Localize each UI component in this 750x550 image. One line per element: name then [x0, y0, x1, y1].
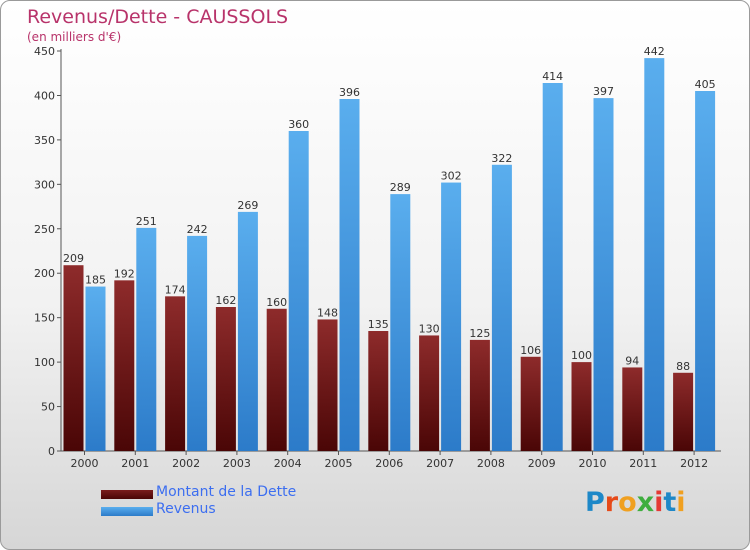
x-tick-label-2001: 2001 [121, 457, 149, 470]
brand-letter: t [663, 487, 677, 518]
bar-revenus-2003 [237, 211, 258, 451]
value-label-debt-2002: 174 [165, 283, 186, 296]
y-tick-label: 250 [34, 223, 55, 236]
bar-revenus-2009 [542, 83, 563, 451]
value-label-revenus-2009: 414 [542, 70, 563, 83]
legend-swatch-revenus [101, 507, 153, 516]
bar-revenus-2012 [695, 91, 716, 451]
x-tick-label-2012: 2012 [680, 457, 708, 470]
x-tick-label-2000: 2000 [71, 457, 99, 470]
bar-debt-2008 [469, 339, 490, 451]
x-tick-label-2007: 2007 [426, 457, 454, 470]
value-label-revenus-2012: 405 [695, 78, 716, 91]
x-tick-label-2006: 2006 [375, 457, 403, 470]
bar-debt-2002 [165, 296, 186, 451]
y-tick-label: 150 [34, 312, 55, 325]
brand-letter: x [636, 487, 655, 518]
value-label-debt-2012: 88 [676, 360, 690, 373]
value-label-revenus-2003: 269 [237, 199, 258, 212]
bar-revenus-2010 [593, 98, 614, 451]
bar-debt-2006 [368, 331, 389, 451]
bar-revenus-2001 [136, 227, 157, 451]
legend-label-debt: Montant de la Dette [156, 484, 297, 500]
y-tick-label: 0 [48, 445, 55, 458]
bar-revenus-2004 [288, 131, 309, 451]
bar-debt-2000 [63, 265, 84, 451]
bar-debt-2010 [571, 362, 592, 451]
value-label-revenus-2001: 251 [136, 215, 157, 228]
value-label-revenus-2005: 396 [339, 86, 360, 99]
y-tick-label: 400 [34, 89, 55, 102]
x-tick-label-2003: 2003 [223, 457, 251, 470]
bar-debt-2011 [622, 367, 643, 451]
x-tick-label-2008: 2008 [477, 457, 505, 470]
value-label-debt-2007: 130 [419, 322, 440, 335]
x-tick-label-2009: 2009 [528, 457, 556, 470]
chart-subtitle: (en milliers d'€) [27, 30, 122, 44]
bar-debt-2007 [419, 335, 440, 451]
value-label-debt-2000: 209 [63, 252, 84, 265]
brand-letter: i [676, 487, 686, 518]
value-label-debt-2003: 162 [215, 294, 236, 307]
bar-revenus-2006 [390, 194, 411, 451]
bar-revenus-2008 [491, 164, 512, 451]
value-label-debt-2008: 125 [469, 327, 490, 340]
legend-label-revenus: Revenus [156, 501, 216, 517]
value-label-revenus-2011: 442 [644, 45, 665, 58]
y-tick-label: 450 [34, 45, 55, 58]
y-tick-label: 100 [34, 356, 55, 369]
value-label-revenus-2002: 242 [187, 223, 208, 236]
brand-letter: i [654, 487, 664, 518]
legend-swatch-debt [101, 490, 153, 499]
brand-letter: P [585, 487, 605, 518]
bar-revenus-2011 [644, 58, 665, 451]
value-label-revenus-2000: 185 [85, 274, 106, 287]
brand-logo: Proxiti [585, 487, 695, 527]
bar-debt-2004 [266, 308, 287, 451]
y-tick-label: 200 [34, 267, 55, 280]
x-tick-label-2002: 2002 [172, 457, 200, 470]
bar-revenus-2000 [85, 286, 106, 451]
x-tick-label-2011: 2011 [629, 457, 657, 470]
y-tick-label: 350 [34, 134, 55, 147]
x-tick-label-2005: 2005 [325, 457, 353, 470]
value-label-revenus-2010: 397 [593, 85, 614, 98]
bar-debt-2009 [520, 356, 541, 451]
value-label-debt-2010: 100 [571, 349, 592, 362]
bar-debt-2012 [673, 372, 694, 451]
y-tick-label: 300 [34, 178, 55, 191]
value-label-debt-2001: 192 [114, 267, 135, 280]
x-tick-label-2004: 2004 [274, 457, 302, 470]
brand-letter: o [618, 487, 637, 518]
y-tick-label: 50 [41, 401, 55, 414]
x-tick-label-2010: 2010 [579, 457, 607, 470]
bar-revenus-2002 [187, 235, 208, 451]
bar-debt-2005 [317, 319, 338, 451]
value-label-revenus-2006: 289 [390, 181, 411, 194]
bar-revenus-2007 [441, 182, 462, 452]
brand-logo-text: Proxiti [585, 487, 686, 518]
chart-title: Revenus/Dette - CAUSSOLS [27, 6, 289, 28]
value-label-revenus-2007: 302 [441, 170, 462, 183]
bar-revenus-2005 [339, 99, 360, 451]
value-label-revenus-2004: 360 [288, 118, 309, 131]
bar-debt-2003 [215, 307, 236, 451]
value-label-debt-2006: 135 [368, 318, 389, 331]
bar-debt-2001 [114, 280, 135, 451]
brand-letter: r [604, 487, 619, 518]
value-label-debt-2011: 94 [625, 354, 639, 367]
value-label-debt-2004: 160 [266, 296, 287, 309]
value-label-debt-2009: 106 [520, 344, 541, 357]
value-label-debt-2005: 148 [317, 306, 338, 319]
value-label-revenus-2008: 322 [491, 152, 512, 165]
